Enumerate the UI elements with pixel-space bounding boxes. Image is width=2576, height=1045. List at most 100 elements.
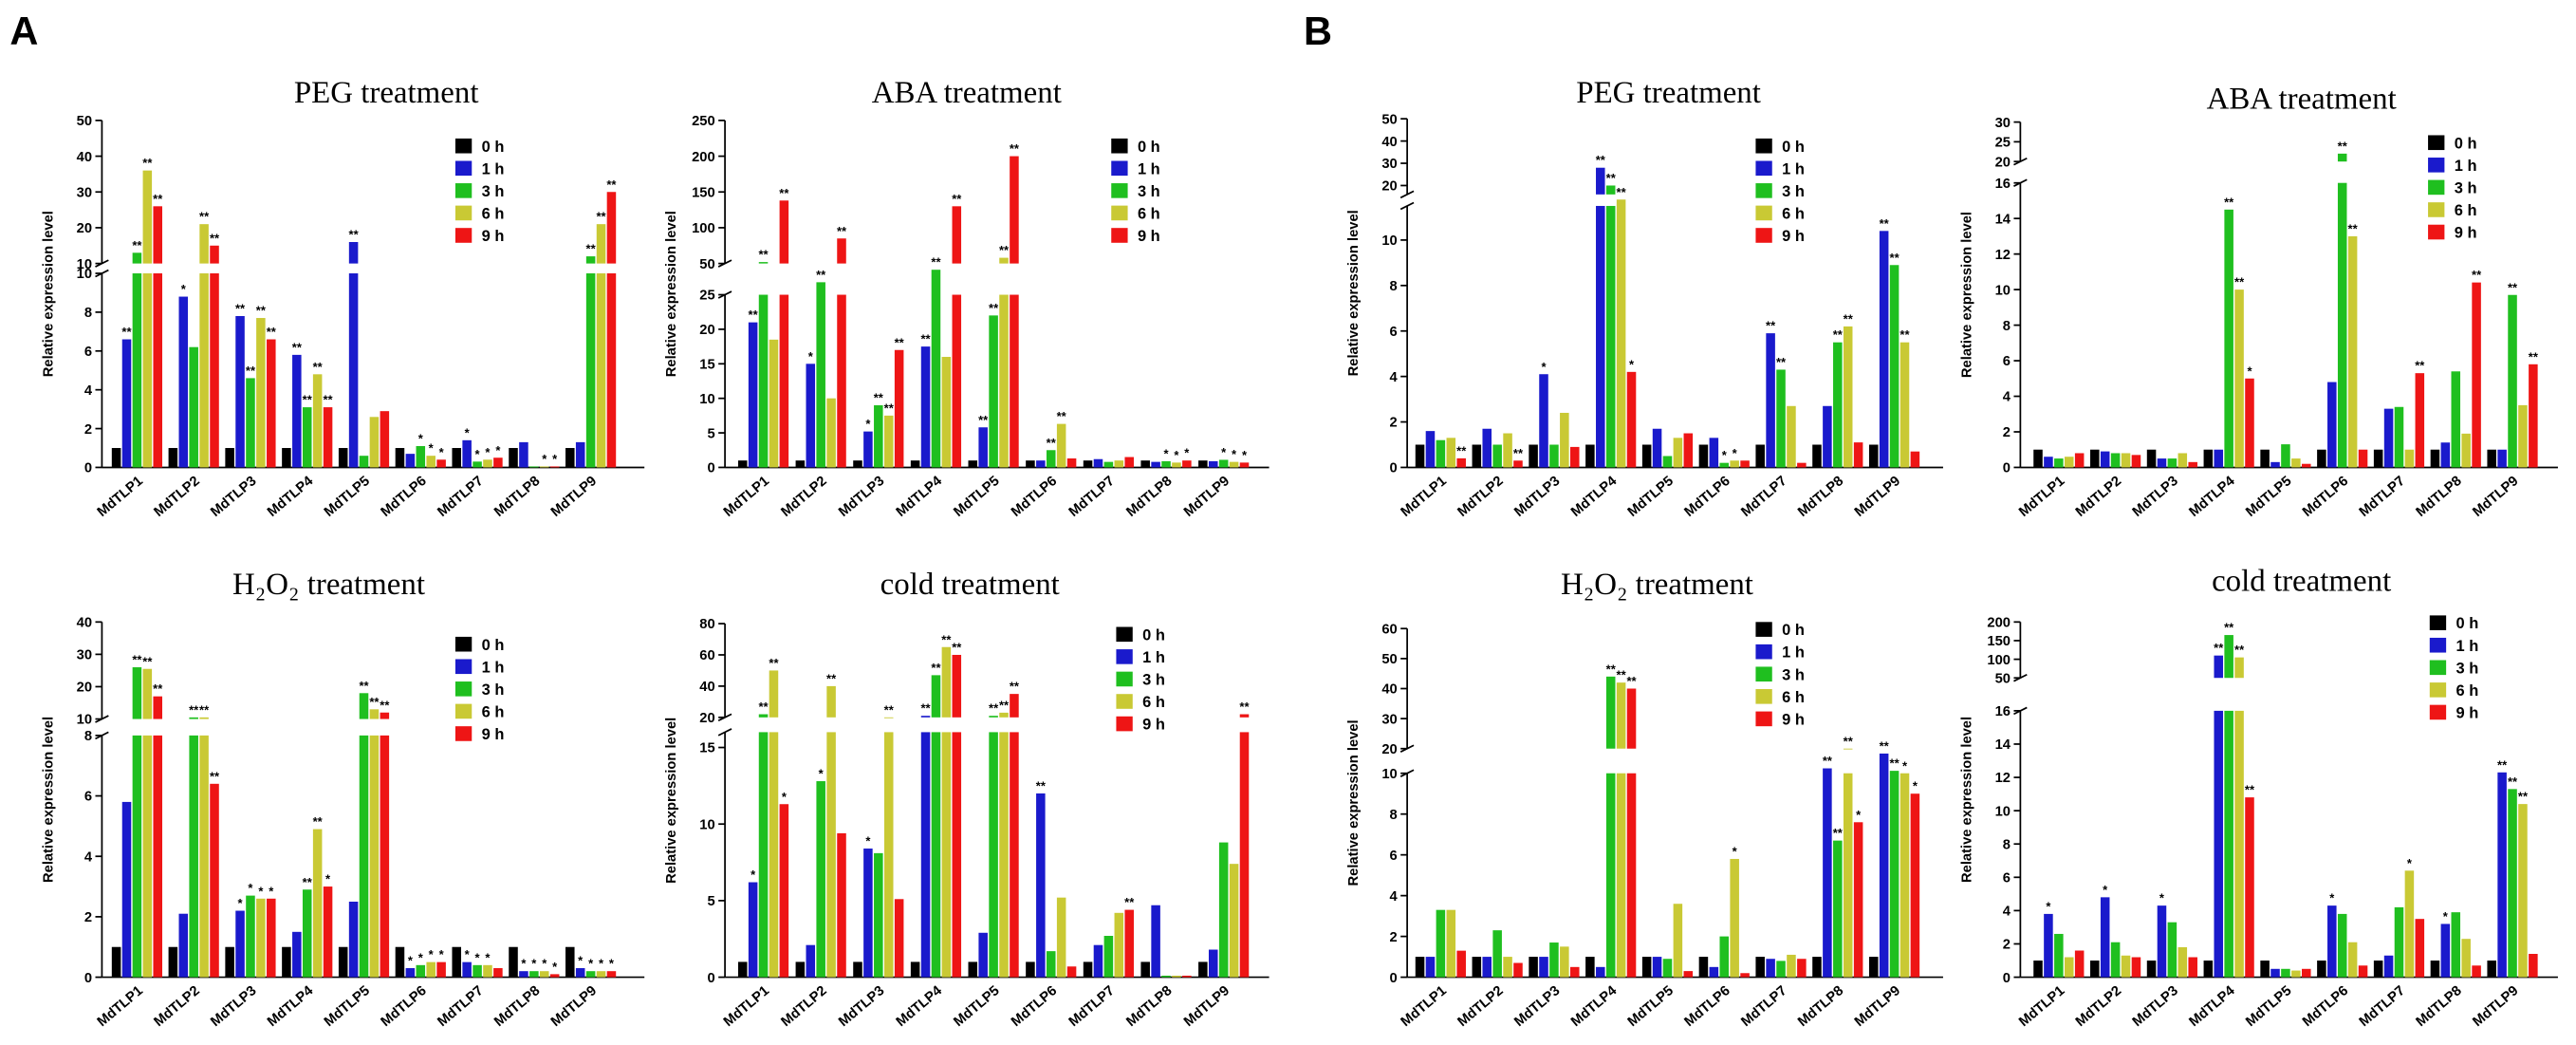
significance-label: ** (1844, 311, 1854, 326)
bar-mdtlp9-0h (565, 448, 575, 468)
y-tick-label: 6 (1390, 849, 1398, 864)
bar-mdtlp8-6h-upper (1843, 748, 1853, 750)
bar-mdtlp2-1h (2100, 897, 2110, 978)
y-tick-label: 30 (1381, 157, 1397, 172)
legend-label: 1 h (1782, 160, 1805, 177)
bar-mdtlp8-1h (519, 971, 528, 978)
bar-mdtlp3-1h (1539, 374, 1548, 468)
significance-label: ** (999, 698, 1010, 712)
significance-label: * (819, 767, 825, 781)
legend-label: 1 h (2456, 638, 2479, 655)
y-tick-label: 4 (2003, 390, 2011, 405)
significance-label: * (439, 445, 445, 459)
y-tick-label: 20 (77, 681, 92, 696)
bar-mdtlp5-6h (999, 732, 1009, 978)
significance-label: ** (153, 192, 163, 206)
bar-mdtlp1-9h (779, 804, 789, 978)
y-tick-label: 30 (77, 648, 92, 663)
bar-mdtlp3-6h (1560, 946, 1569, 978)
significance-label: * (531, 957, 537, 971)
bar-mdtlp5-1h (2270, 968, 2280, 978)
bar-mdtlp2-9h (1513, 962, 1523, 978)
y-tick-label: 10 (1381, 767, 1397, 782)
significance-label: ** (895, 335, 905, 349)
bar-mdtlp9-6h (1229, 461, 1239, 468)
bar-mdtlp8-3h (1161, 975, 1171, 978)
legend-swatch (2429, 660, 2447, 676)
bar-mdtlp9-0h (1198, 961, 1208, 978)
bar-mdtlp7-9h (1124, 457, 1134, 468)
bar-mdtlp1-3h-upper (758, 714, 769, 718)
bar-mdtlp9-9h (1239, 462, 1250, 468)
bar-mdtlp6-6h (1730, 858, 1739, 978)
legend-swatch (1116, 649, 1133, 664)
bar-mdtlp8-0h (2430, 961, 2440, 978)
y-tick-label: 4 (2003, 905, 2011, 920)
bar-mdtlp2-9h-upper (837, 238, 846, 264)
bar-mdtlp9-3h (2508, 294, 2517, 468)
significance-label: ** (2234, 643, 2245, 657)
significance-label: * (465, 425, 471, 439)
bar-mdtlp9-9h (606, 971, 617, 978)
bar-mdtlp1-0h (111, 946, 121, 978)
bar-mdtlp8-9h (549, 974, 560, 978)
bar-mdtlp2-9h (837, 294, 846, 468)
bar-mdtlp5-3h-upper (359, 693, 369, 719)
significance-label: * (2329, 891, 2335, 905)
legend-label: 3 h (2455, 179, 2477, 196)
bar-mdtlp9-3h (585, 971, 596, 978)
bar-mdtlp6-1h (405, 454, 416, 468)
bar-mdtlp4-3h (2224, 710, 2233, 978)
y-tick-label: 20 (1995, 155, 2011, 170)
bar-mdtlp4-3h-upper (931, 675, 941, 718)
legend-swatch (454, 183, 473, 198)
bar-mdtlp6-0h (1698, 444, 1709, 468)
bar-mdtlp3-6h (883, 732, 894, 978)
significance-label: ** (952, 641, 962, 655)
bar-mdtlp3-3h (1549, 942, 1559, 978)
bar-mdtlp3-1h (2157, 458, 2167, 468)
bar-mdtlp1-3h-upper (132, 667, 142, 719)
legend-label: 9 h (1782, 228, 1805, 245)
bar-mdtlp2-3h (189, 735, 198, 978)
legend-label: 0 h (482, 139, 505, 156)
bar-mdtlp6-0h (2317, 961, 2326, 978)
bar-mdtlp6-6h (426, 961, 436, 978)
y-tick-label: 20 (1381, 742, 1397, 757)
y-tick-label: 14 (1995, 737, 2011, 753)
bar-mdtlp1-9h (153, 273, 163, 468)
significance-label: ** (303, 875, 313, 889)
legend: 0 h 1 h 3 h 6 h 9 h (1755, 622, 1805, 728)
bar-mdtlp2-6h (199, 273, 209, 468)
y-tick-label: 0 (707, 971, 714, 986)
y-tick-label: 4 (84, 849, 93, 865)
significance-label: ** (1036, 778, 1047, 793)
y-tick-label: 0 (2003, 461, 2011, 476)
significance-label: ** (235, 302, 246, 316)
bar-mdtlp9-3h (1218, 459, 1229, 468)
bar-mdtlp4-9h (1626, 371, 1637, 468)
legend-swatch (2428, 202, 2445, 217)
bar-mdtlp6-3h (416, 445, 426, 468)
y-tick-label: 2 (84, 422, 92, 438)
bar-mdtlp1-6h (2064, 957, 2074, 978)
bar-mdtlp8-9h (1182, 975, 1192, 978)
bar-mdtlp7-9h (493, 457, 503, 468)
significance-label: * (609, 957, 615, 971)
bar-mdtlp4-6h (2234, 289, 2244, 468)
bar-mdtlp7-3h (1103, 936, 1114, 978)
bar-mdtlp5-0h (1641, 957, 1652, 978)
y-tick-label: 5 (707, 894, 714, 909)
bar-mdtlp4-0h (910, 460, 920, 468)
bar-mdtlp1-9h (1456, 457, 1466, 468)
bar-mdtlp4-3h (2224, 209, 2233, 468)
bar-mdtlp7-0h (452, 448, 461, 468)
bar-mdtlp3-1h (863, 849, 873, 978)
bar-mdtlp9-1h (1879, 231, 1889, 468)
legend-label: 0 h (1782, 139, 1805, 156)
significance-label: * (751, 868, 756, 882)
chart-a-cold: cold treatment Relative expression level 0… (664, 568, 1269, 1030)
bar-mdtlp5-9h (1010, 732, 1019, 978)
significance-label: ** (596, 210, 606, 224)
significance-label: ** (1776, 355, 1787, 369)
